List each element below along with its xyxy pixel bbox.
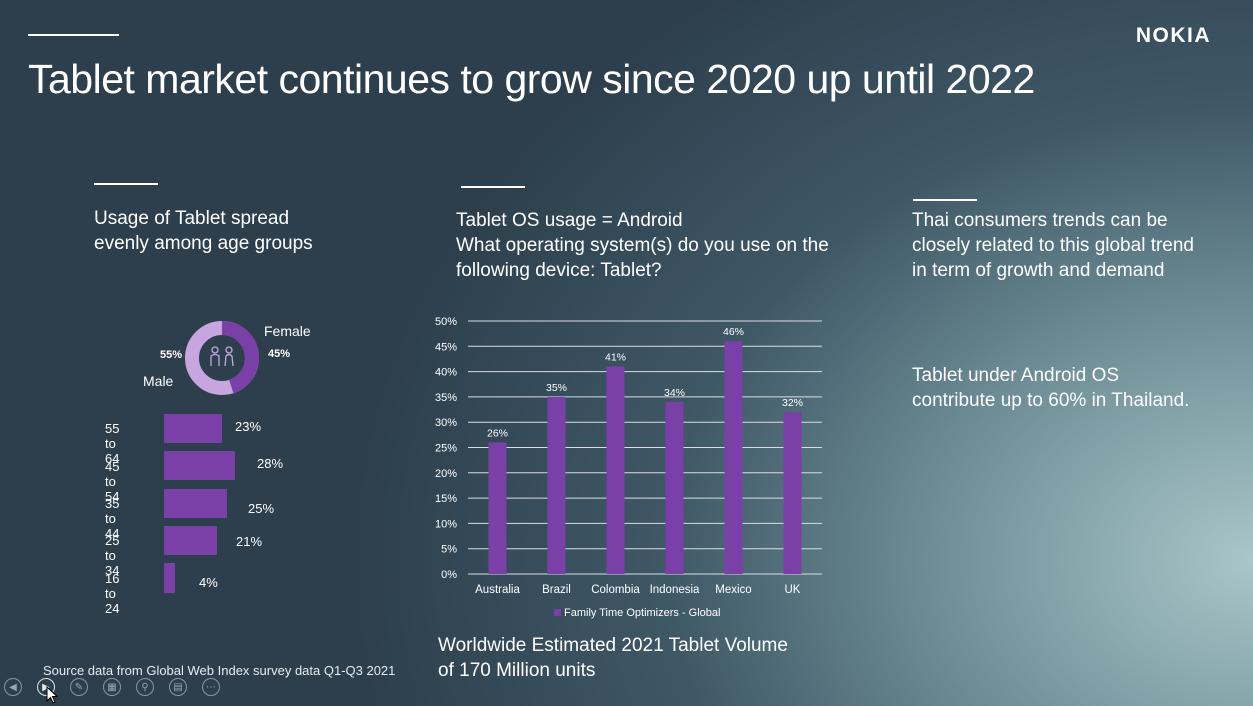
middle-footer: Worldwide Estimated 2021 Tablet Volume o… [438,633,788,683]
y-tick-label: 35% [435,392,457,404]
female-arc [221,321,259,394]
y-tick-label: 10% [435,518,457,530]
right-text1: Thai consumers trends can be closely rel… [912,208,1194,283]
x-tick-label: UK [785,584,801,596]
data-label: 35% [546,382,567,394]
x-tick-label: Australia [475,584,520,596]
y-tick-label: 5% [441,544,457,556]
data-label: 34% [664,387,685,399]
slides-icon[interactable]: ▦ [103,678,121,696]
data-label: 46% [723,326,744,338]
data-label: 41% [605,352,626,364]
y-tick-label: 25% [435,443,457,455]
right-text1-line1: Thai consumers trends can be [912,210,1168,231]
age-label-16-24: 16 to 24 [105,571,120,616]
x-tick-label: Colombia [591,584,640,596]
bar-indonesia [665,401,684,574]
age-bar-25-34 [164,526,217,555]
left-heading-line2: evenly among age groups [94,233,313,254]
left-heading-line1: Usage of Tablet spread [94,208,290,229]
bar-colombia [606,366,625,574]
bar-brazil [547,396,566,574]
zoom-icon[interactable]: ⚲ [136,678,154,696]
presentation-toolbar: ◀ ▶ ✎ ▦ ⚲ ▤ ⋯ [4,678,220,698]
age-bar-16-24 [164,563,175,593]
age-label-45-54: 45 to 54 [105,459,120,504]
legend-swatch [554,609,561,616]
pen-icon[interactable]: ✎ [70,678,88,696]
female-value: 45% [268,348,291,360]
right-accent-rule [913,199,977,201]
female-label: Female [264,323,311,339]
middle-heading: Tablet OS usage = Android What operating… [456,208,829,283]
right-text2: Tablet under Android OS contribute up to… [912,363,1189,413]
title-accent-rule [28,34,119,36]
age-value-45-54: 28% [257,456,284,471]
y-tick-label: 0% [441,569,457,581]
male-value: 55% [160,349,183,361]
mouse-cursor-icon [46,686,58,704]
right-text1-line2: closely related to this global trend [912,235,1194,256]
age-value-16-24: 4% [199,575,218,590]
right-text1-line3: in term of growth and demand [912,260,1165,281]
right-text2-line2: contribute up to 60% in Thailand. [912,390,1190,411]
age-value-35-44: 25% [248,501,275,516]
y-tick-label: 45% [435,341,457,353]
y-tick-label: 15% [435,493,457,505]
age-label-55-64: 55 to 64 [105,421,120,466]
source-note: Source data from Global Web Index survey… [43,663,396,678]
more-icon[interactable]: ⋯ [202,678,220,696]
age-label-35-44: 35 to 44 [105,496,120,541]
x-tick-label: Mexico [715,584,751,596]
left-accent-rule [94,183,158,185]
x-tick-label: Indonesia [650,584,700,596]
middle-heading-line2: What operating system(s) do you use on t… [456,235,829,256]
data-label: 26% [487,427,508,439]
y-tick-label: 50% [435,316,457,328]
left-heading: Usage of Tablet spread evenly among age … [94,206,313,256]
os-usage-bar-chart: 0% 5% 10% 15% 20% 25% 30% 35% 40% 45% 50% 26% Austra… [435,316,822,619]
male-label: Male [143,373,174,389]
age-bar-35-44 [164,489,227,518]
bar-mexico [724,341,743,574]
y-tick-label: 40% [435,367,457,379]
slide-title: Tablet market continues to grow since 20… [28,56,1035,102]
bar-uk [783,412,802,574]
nokia-logo: NOKIA [1135,24,1211,47]
previous-icon[interactable]: ◀ [4,678,22,696]
y-tick-label: 30% [435,417,457,429]
right-text2-line1: Tablet under Android OS [912,365,1120,386]
age-value-55-64: 23% [235,419,262,434]
legend-entry: Family Time Optimizers - Global [564,607,720,619]
age-bar-45-54 [164,451,235,480]
y-tick-label: 20% [435,468,457,480]
gender-donut [185,321,259,395]
middle-heading-line3: following device: Tablet? [456,260,662,281]
data-label: 32% [782,397,803,409]
middle-footer-line2: of 170 Million units [438,660,596,681]
subtitles-icon[interactable]: ▤ [169,678,187,696]
middle-accent-rule [461,186,525,188]
age-label-25-34: 25 to 34 [105,533,120,578]
age-bar-55-64 [164,414,222,443]
bar-australia [488,442,507,574]
next-icon[interactable]: ▶ [37,678,55,696]
middle-heading-line1: Tablet OS usage = Android [456,210,683,231]
middle-footer-line1: Worldwide Estimated 2021 Tablet Volume [438,635,788,656]
age-value-25-34: 21% [236,534,263,549]
x-tick-label: Brazil [542,584,571,596]
family-icon [210,346,234,367]
